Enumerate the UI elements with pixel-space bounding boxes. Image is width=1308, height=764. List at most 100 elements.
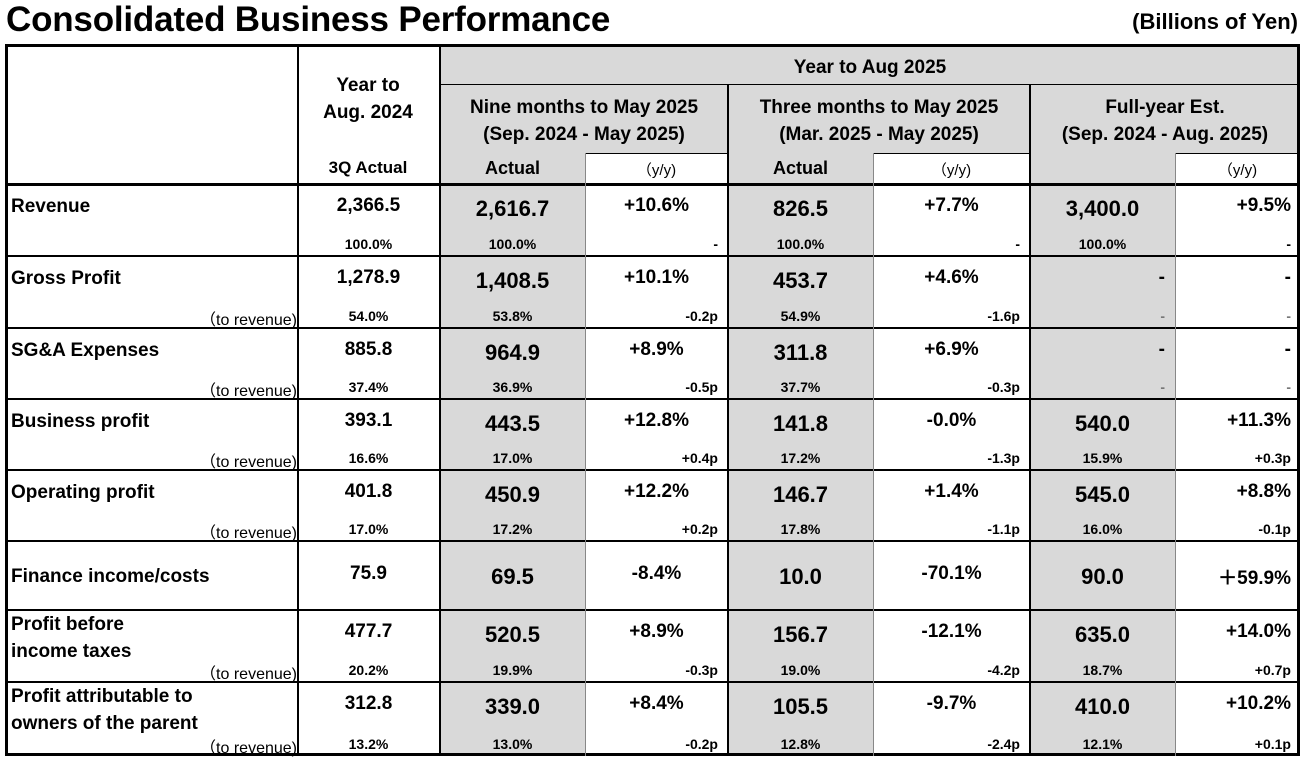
full-year-yy: +10.2%: [1226, 693, 1291, 714]
prev-year-pct: 37.4%: [348, 379, 389, 395]
row-divider: [5, 540, 1300, 542]
col-divider: [439, 44, 441, 756]
col-divider-thin: [1175, 153, 1176, 756]
three-months-pct: 17.2%: [780, 450, 821, 466]
full-year-est: 540.0: [1074, 411, 1131, 436]
three-months-actual: 156.7: [772, 622, 829, 647]
full-year-yy: +8.8%: [1236, 481, 1291, 502]
prev-year-pct: 20.2%: [348, 662, 389, 678]
full-year-est: -: [1158, 339, 1165, 360]
three-months-yy: +4.6%: [924, 267, 979, 288]
col-divider-thin: [873, 153, 874, 756]
full-year-est: 90.0: [1081, 563, 1124, 589]
full-year-yy: ＋59.9%: [1218, 567, 1291, 589]
three-months-yy-sub: -1.1p: [987, 521, 1020, 537]
row-sub-label: （to revenue): [200, 740, 297, 757]
nine-months-yy-sub: -0.2p: [685, 308, 718, 324]
header-nine-actual: Actual: [484, 158, 540, 178]
row-label: Business profit: [11, 411, 150, 432]
nine-months-pct: 13.0%: [492, 736, 533, 752]
nine-months-pct: 17.2%: [492, 521, 533, 537]
three-months-actual: 311.8: [773, 340, 828, 365]
row-divider: [5, 609, 1300, 611]
header-full-top-bg: [1175, 84, 1300, 154]
nine-months-yy: +12.8%: [624, 410, 689, 431]
row-sub-label: （to revenue): [200, 525, 297, 542]
full-year-est: 410.0: [1074, 694, 1131, 719]
header-prev-year-line1: Year to: [336, 75, 400, 96]
header-year-group: Year to Aug 2025: [793, 57, 947, 78]
col-divider: [297, 44, 299, 756]
nine-months-actual: 443.5: [484, 411, 541, 436]
row-divider: [5, 327, 1300, 329]
row-divider: [5, 255, 1300, 257]
performance-table: Year to Aug. 2024 3Q Actual Year to Aug …: [5, 44, 1300, 757]
full-year-est: -: [1158, 267, 1165, 288]
full-year-yy-sub: +0.3p: [1254, 450, 1291, 466]
full-year-pct: -: [1160, 379, 1165, 395]
prev-year-pct: 13.2%: [348, 736, 389, 752]
row-divider: [5, 681, 1300, 683]
table-right-border: [1297, 44, 1300, 756]
three-months-pct: 12.8%: [780, 736, 821, 752]
three-months-actual: 141.8: [772, 411, 829, 436]
three-months-actual: 453.7: [772, 268, 829, 293]
three-months-yy: -0.0%: [926, 410, 977, 431]
nine-months-actual: 339.0: [484, 694, 541, 719]
row-label: owners of the parent: [11, 713, 198, 734]
prev-year-value: 1,278.9: [336, 267, 401, 288]
three-months-pct: 37.7%: [780, 379, 821, 395]
full-year-yy-sub: -: [1286, 379, 1291, 395]
nine-months-actual: 964.9: [484, 340, 541, 365]
nine-months-yy: +8.9%: [629, 621, 684, 642]
prev-year-pct: 17.0%: [348, 521, 389, 537]
table-bottom-border: [5, 753, 1300, 756]
row-sub-label: （to revenue): [200, 666, 297, 683]
row-sub-label: （to revenue): [200, 383, 297, 400]
nine-months-actual: 69.5: [491, 563, 534, 589]
three-months-actual: 146.7: [772, 482, 829, 507]
nine-months-yy: +10.1%: [624, 267, 689, 288]
row-label: SG&A Expenses: [11, 340, 160, 361]
three-months-pct: 17.8%: [780, 521, 821, 537]
full-year-pct: -: [1160, 308, 1165, 324]
nine-months-yy: +10.6%: [624, 195, 689, 216]
yy-header-top-line: [585, 153, 728, 154]
nine-months-yy-sub: -0.3p: [685, 662, 718, 678]
nine-months-pct: 36.9%: [492, 379, 533, 395]
full-year-est: 635.0: [1074, 622, 1131, 647]
col-divider: [727, 84, 729, 756]
row-sub-label: （to revenue): [200, 312, 297, 329]
full-year-yy: +14.0%: [1226, 621, 1291, 642]
nine-months-yy: +8.4%: [629, 693, 684, 714]
header-full-year-line1: Full-year Est.: [1105, 97, 1225, 118]
col-divider: [1029, 84, 1031, 756]
prev-year-value: 401.8: [344, 481, 393, 502]
col-divider-thin: [585, 153, 586, 756]
prev-year-value: 885.8: [344, 339, 393, 360]
row-label: income taxes: [11, 641, 132, 662]
full-year-yy: +9.5%: [1236, 195, 1291, 216]
full-year-pct: 18.7%: [1082, 662, 1123, 678]
nine-months-yy-sub: -: [713, 236, 718, 252]
nine-months-actual: 450.9: [484, 482, 541, 507]
header-three-yy: （y/y): [931, 162, 972, 179]
full-year-yy-sub: +0.7p: [1254, 662, 1291, 678]
three-months-actual: 105.5: [772, 694, 829, 719]
full-year-yy-sub: -0.1p: [1258, 521, 1291, 537]
full-year-pct: 15.9%: [1082, 450, 1123, 466]
header-full-bg: [1030, 84, 1175, 184]
three-months-yy-sub: -1.3p: [987, 450, 1020, 466]
three-months-pct: 100.0%: [776, 236, 825, 252]
nine-months-actual: 2,616.7: [475, 196, 550, 221]
full-year-est: 3,400.0: [1065, 196, 1140, 221]
prev-year-value: 477.7: [344, 621, 393, 642]
table-left-border: [5, 44, 8, 756]
header-group-bg: [440, 44, 1300, 84]
unit-note: (Billions of Yen): [1132, 9, 1298, 34]
full-year-yy: +11.3%: [1227, 410, 1291, 431]
page-title: Consolidated Business Performance: [6, 0, 611, 39]
header-three-months-line2: (Mar. 2025 - May 2025): [779, 124, 979, 145]
row-label: Revenue: [11, 196, 91, 217]
header-three-bg: [728, 84, 873, 184]
